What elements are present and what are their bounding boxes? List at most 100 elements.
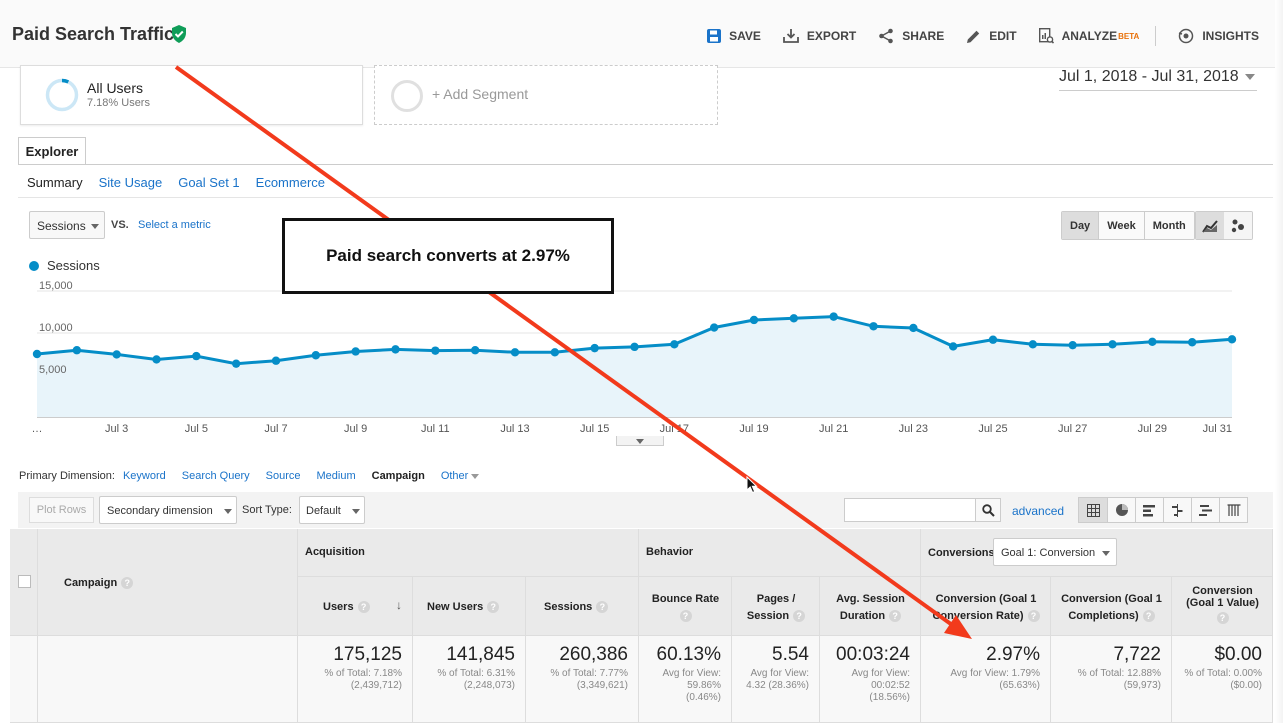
table-search-button[interactable]: [975, 498, 1001, 522]
sort-descending-icon[interactable]: ↓: [396, 598, 402, 612]
dimension-source[interactable]: Source: [265, 470, 301, 482]
subtab-summary[interactable]: Summary: [27, 175, 83, 190]
sessions-data-point[interactable]: [1108, 340, 1117, 349]
share-button[interactable]: SHARE: [878, 28, 944, 44]
period-month-button[interactable]: Month: [1143, 212, 1194, 239]
sessions-data-point[interactable]: [112, 350, 121, 359]
sessions-data-point[interactable]: [869, 322, 878, 331]
new-users-column-header[interactable]: New Users?: [413, 577, 526, 636]
dimension-medium[interactable]: Medium: [316, 470, 356, 482]
view-data-table-button[interactable]: [1079, 498, 1107, 522]
edit-button[interactable]: EDIT: [966, 29, 1017, 44]
help-icon[interactable]: ?: [1216, 612, 1229, 624]
conversion-rate-column-header[interactable]: Conversion (Goal 1 Conversion Rate)?: [921, 577, 1051, 636]
dimension-campaign[interactable]: Campaign: [371, 470, 425, 482]
sessions-data-point[interactable]: [988, 335, 998, 344]
sessions-data-point[interactable]: [510, 348, 520, 357]
sessions-data-point[interactable]: [192, 351, 201, 361]
sessions-data-point[interactable]: [1187, 338, 1197, 347]
view-term-cloud-button[interactable]: [1191, 498, 1219, 522]
sort-type-select[interactable]: Default: [299, 496, 365, 524]
sessions-data-point[interactable]: [311, 351, 321, 360]
insights-button[interactable]: INSIGHTS: [1178, 28, 1259, 44]
sessions-data-point[interactable]: [231, 359, 241, 368]
campaign-column-header[interactable]: Campaign?: [38, 529, 298, 636]
help-icon[interactable]: ?: [889, 610, 902, 623]
subtab-site-usage[interactable]: Site Usage: [98, 175, 163, 190]
sessions-data-point[interactable]: [909, 323, 918, 333]
goal-select-value: Goal 1: Conversion: [1001, 547, 1096, 559]
secondary-dimension-select[interactable]: Secondary dimension: [99, 496, 237, 524]
help-icon[interactable]: ?: [793, 610, 806, 623]
dimension-search-query[interactable]: Search Query: [181, 470, 250, 482]
analyze-label: ANALYZE: [1061, 29, 1118, 43]
sessions-data-point[interactable]: [1068, 340, 1077, 350]
pages-session-total-value: 5.54: [772, 644, 809, 665]
sessions-data-point[interactable]: [709, 323, 719, 332]
chart-resize-handle[interactable]: [616, 436, 664, 446]
sessions-data-point[interactable]: [670, 340, 679, 349]
motion-chart-button[interactable]: [1224, 212, 1252, 239]
view-performance-button[interactable]: [1135, 498, 1163, 522]
bounce-rate-column-header[interactable]: Bounce Rate?: [639, 577, 732, 636]
line-chart-button[interactable]: [1196, 212, 1224, 239]
pages-session-column-header[interactable]: Pages / Session?: [732, 577, 820, 636]
dimension-other[interactable]: Other: [441, 470, 480, 482]
sessions-column-header[interactable]: Sessions?: [526, 577, 639, 636]
date-range-picker[interactable]: Jul 1, 2018 - Jul 31, 2018: [1059, 68, 1257, 91]
sessions-data-point[interactable]: [749, 315, 759, 325]
sessions-legend-label: Sessions: [47, 258, 100, 273]
analyze-button[interactable]: ANALYZE BETA: [1038, 28, 1139, 44]
plot-rows-button[interactable]: Plot Rows: [29, 497, 94, 523]
sessions-data-point[interactable]: [550, 348, 560, 357]
segment-all-users[interactable]: All Users 7.18% Users: [20, 65, 363, 125]
table-search-input[interactable]: [844, 498, 976, 522]
pencil-icon: [967, 30, 980, 43]
period-day-button[interactable]: Day: [1062, 212, 1099, 239]
sessions-data-point[interactable]: [789, 314, 799, 323]
subtab-ecommerce[interactable]: Ecommerce: [255, 175, 326, 190]
save-button[interactable]: SAVE: [707, 29, 761, 43]
help-icon[interactable]: ?: [679, 610, 692, 623]
sessions-data-point[interactable]: [1148, 337, 1157, 347]
users-column-header[interactable]: Users? ↓: [298, 577, 413, 636]
subtab-goal-set-1[interactable]: Goal Set 1: [178, 175, 240, 190]
avg-session-duration-column-header[interactable]: Avg. Session Duration?: [820, 577, 921, 636]
dimension-keyword[interactable]: Keyword: [122, 470, 166, 482]
select-metric-link[interactable]: Select a metric: [138, 219, 211, 231]
view-percentage-button[interactable]: [1107, 498, 1135, 522]
sessions-data-point[interactable]: [271, 356, 281, 365]
export-button[interactable]: EXPORT: [782, 29, 856, 43]
metric-select[interactable]: Sessions: [29, 211, 105, 239]
help-icon[interactable]: ?: [121, 577, 134, 590]
sessions-data-point[interactable]: [1227, 335, 1237, 344]
period-week-button[interactable]: Week: [1098, 212, 1144, 239]
sessions-data-point[interactable]: [829, 312, 838, 321]
sessions-total-pct: % of Total: 7.77%: [550, 668, 628, 679]
sessions-data-point[interactable]: [431, 346, 440, 355]
sessions-data-point[interactable]: [152, 355, 161, 364]
add-segment-button[interactable]: + Add Segment: [374, 65, 718, 125]
help-icon[interactable]: ?: [596, 601, 609, 614]
sessions-data-point[interactable]: [391, 345, 400, 354]
sessions-data-point[interactable]: [72, 346, 82, 355]
sessions-data-point[interactable]: [32, 349, 42, 359]
tab-explorer[interactable]: Explorer: [18, 137, 86, 165]
select-all-checkbox[interactable]: [18, 575, 31, 588]
view-pivot-button[interactable]: [1219, 498, 1247, 522]
help-icon[interactable]: ?: [1142, 610, 1155, 623]
goal-select[interactable]: Goal 1: Conversion: [993, 538, 1117, 566]
sessions-data-point[interactable]: [630, 342, 639, 352]
goal-value-column-header[interactable]: Conversion (Goal 1 Value)?: [1172, 577, 1273, 636]
help-icon[interactable]: ?: [1027, 610, 1040, 623]
view-comparison-button[interactable]: [1163, 498, 1191, 522]
goal-completions-column-header[interactable]: Conversion (Goal 1 Completions)?: [1051, 577, 1172, 636]
sessions-data-point[interactable]: [351, 347, 360, 356]
help-icon[interactable]: ?: [487, 601, 500, 614]
help-icon[interactable]: ?: [357, 601, 370, 614]
advanced-filter-link[interactable]: advanced: [1012, 504, 1065, 518]
sessions-data-point[interactable]: [1028, 340, 1038, 349]
sessions-data-point[interactable]: [590, 343, 599, 353]
sessions-data-point[interactable]: [948, 342, 958, 351]
sessions-data-point[interactable]: [470, 346, 480, 355]
